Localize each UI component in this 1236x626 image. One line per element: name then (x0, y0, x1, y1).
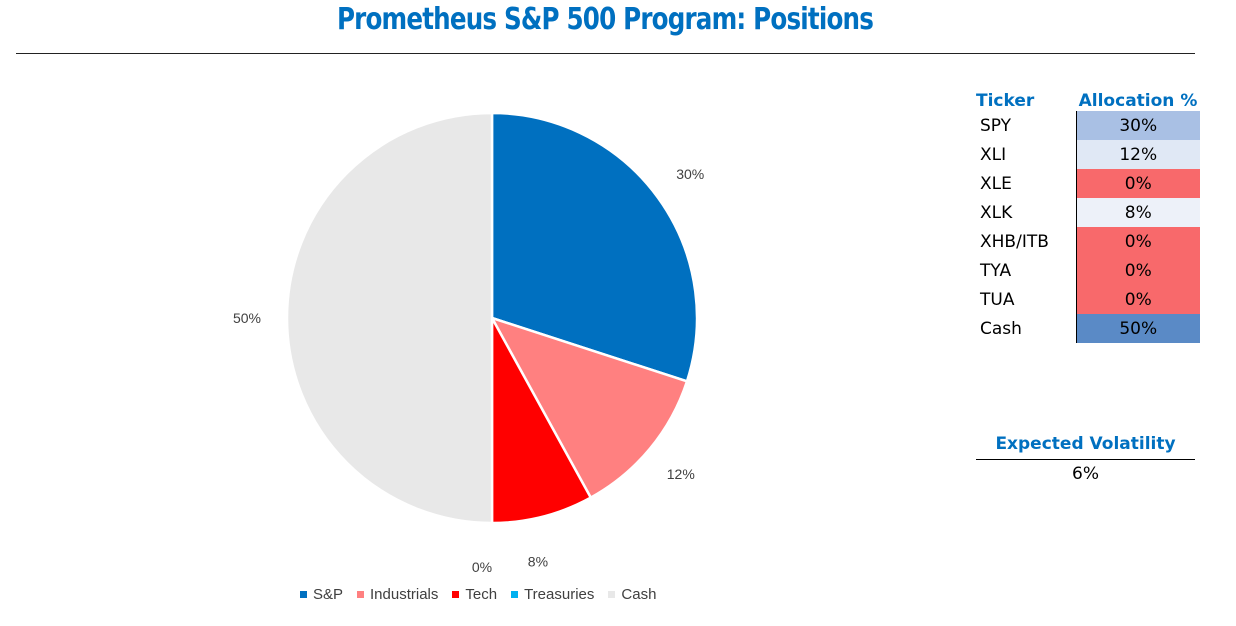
table-row: SPY 30% (976, 111, 1200, 140)
legend-swatch-s-p (300, 591, 307, 598)
table-row: XHB/ITB 0% (976, 227, 1200, 256)
chart-legend: S&P Industrials Tech Treasuries Cash (300, 586, 656, 603)
legend-item-treasuries: Treasuries (511, 586, 594, 603)
legend-item-tech: Tech (452, 586, 497, 603)
allocation-cell: 0% (1076, 227, 1200, 256)
allocation-cell: 50% (1076, 314, 1200, 343)
legend-label-cash: Cash (621, 586, 657, 603)
expected-volatility-value: 6% (1072, 464, 1099, 484)
data-label-treasuries: 0% (472, 559, 492, 575)
data-label-industrials: 12% (667, 466, 695, 482)
legend-swatch-industrials (357, 591, 365, 598)
legend-label-s-p: S&P (313, 586, 344, 603)
pie-slice-tech (490, 317, 593, 525)
ticker-cell: XHB/ITB (980, 231, 1049, 252)
chart-title: Prometheus S&P 500 Program: Positions (336, 2, 874, 37)
ticker-cell: TYA (980, 260, 1012, 281)
ticker-cell: XLK (980, 202, 1013, 223)
allocation-cell: 0% (1076, 285, 1200, 314)
data-label-s-p: 30% (676, 166, 704, 182)
table-row: XLI 12% (976, 140, 1200, 169)
legend-swatch-treasuries (511, 591, 519, 598)
legend-item-industrials: Industrials (357, 586, 438, 603)
allocation-cell: 30% (1076, 111, 1200, 140)
ticker-cell: TUA (980, 289, 1015, 310)
pie-slice-s-p (490, 111, 699, 383)
legend-label-tech: Tech (465, 586, 498, 603)
allocation-cell: 8% (1076, 198, 1200, 227)
allocation-table: Ticker Allocation % SPY 30% XLI 12% XLE 0% XLK… (976, 84, 1200, 343)
legend-label-industrials: Industrials (370, 586, 439, 603)
header-ticker: Ticker (976, 91, 1035, 111)
table-row: XLE 0% (976, 169, 1200, 198)
ticker-cell: XLI (980, 144, 1007, 165)
table-row: TUA 0% (976, 285, 1200, 314)
ticker-cell: SPY (980, 115, 1012, 136)
data-label-cash: 50% (233, 310, 261, 326)
table-row: Cash 50% (976, 314, 1200, 343)
pie-chart: 30% 12% 8% 0% 50% (233, 111, 704, 575)
allocation-cell: 0% (1076, 169, 1200, 198)
volatility-divider (976, 459, 1195, 460)
legend-item-s-p: S&P (300, 586, 343, 603)
data-label-tech: 8% (528, 553, 548, 569)
pie-slice-cash (285, 111, 494, 525)
ticker-cell: XLE (980, 173, 1012, 194)
table-header-row: Ticker Allocation % (976, 84, 1200, 111)
ticker-cell: Cash (980, 318, 1022, 339)
pie-slice-industrials (489, 315, 689, 500)
allocation-cell: 12% (1076, 140, 1200, 169)
table-row: XLK 8% (976, 198, 1200, 227)
table-row: TYA 0% (976, 256, 1200, 285)
allocation-cell: 0% (1076, 256, 1200, 285)
legend-swatch-cash (608, 591, 616, 598)
header-allocation: Allocation % (1078, 91, 1198, 111)
legend-swatch-tech (452, 591, 460, 598)
legend-label-treasuries: Treasuries (524, 586, 595, 603)
legend-item-cash: Cash (608, 586, 656, 603)
title-divider (16, 53, 1195, 54)
expected-volatility-label: Expected Volatility (995, 434, 1176, 454)
